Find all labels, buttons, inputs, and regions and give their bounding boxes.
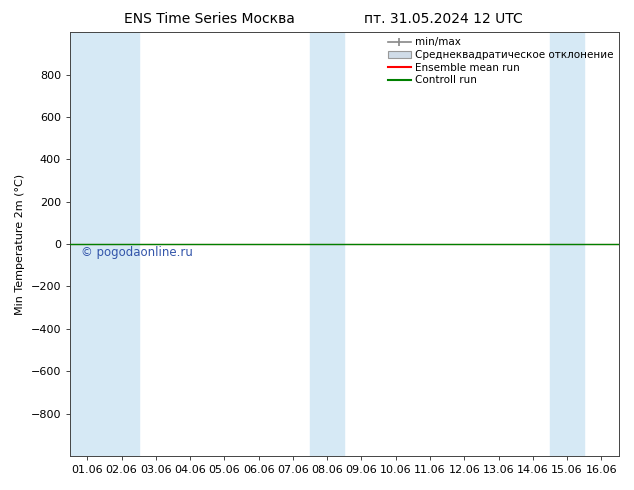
- Bar: [310, 32, 344, 456]
- Text: © pogodaonline.ru: © pogodaonline.ru: [81, 246, 193, 259]
- Bar: [105, 32, 139, 456]
- Text: ENS Time Series Москва: ENS Time Series Москва: [124, 12, 295, 26]
- Bar: [550, 32, 585, 456]
- Legend: min/max, Среднеквадратическое отклонение, Ensemble mean run, Controll run: min/max, Среднеквадратическое отклонение…: [385, 35, 616, 87]
- Bar: [70, 32, 105, 456]
- Y-axis label: Min Temperature 2m (°C): Min Temperature 2m (°C): [15, 173, 25, 315]
- Text: пт. 31.05.2024 12 UTC: пт. 31.05.2024 12 UTC: [365, 12, 523, 26]
